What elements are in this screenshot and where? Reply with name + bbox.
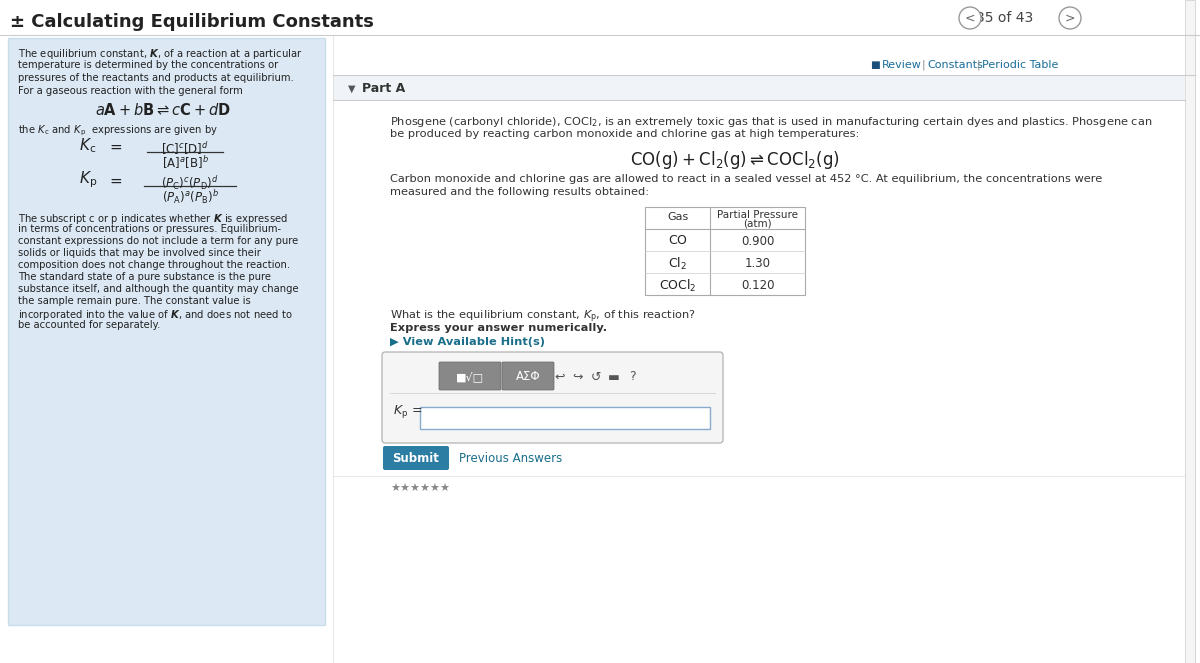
- Text: ?: ?: [629, 371, 635, 383]
- FancyBboxPatch shape: [382, 352, 722, 443]
- Text: |: |: [922, 60, 925, 70]
- Text: solids or liquids that may be involved since their: solids or liquids that may be involved s…: [18, 248, 260, 258]
- Text: constant expressions do not include a term for any pure: constant expressions do not include a te…: [18, 236, 299, 246]
- Text: ↪: ↪: [572, 371, 583, 383]
- Text: Phosgene (carbonyl chloride), $\mathrm{COCl_2}$, is an extremely toxic gas that : Phosgene (carbonyl chloride), $\mathrm{C…: [390, 115, 1152, 129]
- Circle shape: [959, 7, 982, 29]
- Bar: [1186, 0, 1195, 663]
- Text: What is the equilibrium constant, $K_{\mathrm{p}}$, of this reaction?: What is the equilibrium constant, $K_{\m…: [390, 309, 696, 326]
- Text: $a\mathbf{A} + b\mathbf{B} \rightleftharpoons c\mathbf{C} + d\mathbf{D}$: $a\mathbf{A} + b\mathbf{B} \rightlefthar…: [95, 102, 232, 118]
- Text: The standard state of a pure substance is the pure: The standard state of a pure substance i…: [18, 272, 271, 282]
- Text: 1.30: 1.30: [744, 257, 770, 270]
- Text: the sample remain pure. The constant value is: the sample remain pure. The constant val…: [18, 296, 251, 306]
- Text: Express your answer numerically.: Express your answer numerically.: [390, 323, 607, 333]
- Text: Submit: Submit: [392, 453, 439, 465]
- Text: ↩: ↩: [554, 371, 565, 383]
- Text: 0.120: 0.120: [740, 279, 774, 292]
- Text: pressures of the reactants and products at equilibrium.: pressures of the reactants and products …: [18, 73, 294, 83]
- Text: |: |: [977, 60, 980, 70]
- Text: $\mathit{K}_\mathrm{c}$: $\mathit{K}_\mathrm{c}$: [79, 137, 97, 155]
- Text: 35 of 43: 35 of 43: [977, 11, 1033, 25]
- Text: $[\mathrm{C}]^c[\mathrm{D}]^d$: $[\mathrm{C}]^c[\mathrm{D}]^d$: [161, 140, 209, 157]
- FancyBboxPatch shape: [502, 362, 554, 390]
- Text: the $\mathit{K}_\mathrm{c}$ and $\mathit{K}_\mathrm{p}$  expressions are given b: the $\mathit{K}_\mathrm{c}$ and $\mathit…: [18, 124, 218, 139]
- Text: substance itself, and although the quantity may change: substance itself, and although the quant…: [18, 284, 299, 294]
- Text: 0.900: 0.900: [740, 235, 774, 248]
- Text: composition does not change throughout the reaction.: composition does not change throughout t…: [18, 260, 290, 270]
- Bar: [334, 75, 1186, 100]
- Text: (atm): (atm): [743, 219, 772, 229]
- Bar: [420, 407, 710, 429]
- Circle shape: [1060, 7, 1081, 29]
- Text: $(P_\mathrm{C})^c(P_\mathrm{D})^d$: $(P_\mathrm{C})^c(P_\mathrm{D})^d$: [161, 174, 218, 192]
- Text: $(P_\mathrm{A})^a(P_\mathrm{B})^b$: $(P_\mathrm{A})^a(P_\mathrm{B})^b$: [162, 188, 218, 206]
- Text: $\mathit{K}_\mathrm{p}$: $\mathit{K}_\mathrm{p}$: [79, 170, 97, 190]
- Bar: [646, 207, 805, 295]
- Text: be accounted for separately.: be accounted for separately.: [18, 320, 161, 330]
- Text: $\mathrm{COCl_2}$: $\mathrm{COCl_2}$: [659, 278, 696, 294]
- Text: $[\mathrm{A}]^a[\mathrm{B}]^b$: $[\mathrm{A}]^a[\mathrm{B}]^b$: [162, 154, 209, 171]
- Text: $=$: $=$: [107, 172, 124, 188]
- FancyBboxPatch shape: [383, 446, 449, 470]
- Text: >: >: [1064, 11, 1075, 25]
- FancyBboxPatch shape: [439, 362, 502, 390]
- Text: in terms of concentrations or pressures. Equilibrium-: in terms of concentrations or pressures.…: [18, 224, 281, 234]
- Text: $\mathrm{CO(g) + Cl_2(g) \rightleftharpoons COCl_2(g)}$: $\mathrm{CO(g) + Cl_2(g) \rightleftharpo…: [630, 149, 840, 171]
- Text: For a gaseous reaction with the general form: For a gaseous reaction with the general …: [18, 86, 242, 96]
- Text: $=$: $=$: [107, 139, 124, 154]
- Text: $\mathrm{Cl_2}$: $\mathrm{Cl_2}$: [668, 256, 686, 272]
- Text: Constants: Constants: [928, 60, 983, 70]
- Text: ■√□: ■√□: [456, 372, 484, 383]
- Text: The subscript c or p indicates whether $\boldsymbol{K}$ is expressed: The subscript c or p indicates whether $…: [18, 212, 288, 226]
- Text: Partial Pressure: Partial Pressure: [718, 210, 798, 220]
- Text: ± Calculating Equilibrium Constants: ± Calculating Equilibrium Constants: [10, 13, 374, 31]
- Text: Previous Answers: Previous Answers: [458, 453, 563, 465]
- Text: Carbon monoxide and chlorine gas are allowed to react in a sealed vessel at 452 : Carbon monoxide and chlorine gas are all…: [390, 174, 1103, 184]
- Text: Gas: Gas: [667, 212, 688, 222]
- Bar: [334, 35, 1195, 663]
- Text: Part A: Part A: [362, 82, 406, 95]
- Text: The equilibrium constant, $\boldsymbol{K}$, of a reaction at a particular: The equilibrium constant, $\boldsymbol{K…: [18, 47, 302, 61]
- Text: temperature is determined by the concentrations or: temperature is determined by the concent…: [18, 60, 278, 70]
- Text: Review: Review: [882, 60, 922, 70]
- Text: ▶ View Available Hint(s): ▶ View Available Hint(s): [390, 337, 545, 347]
- Text: be produced by reacting carbon monoxide and chlorine gas at high temperatures:: be produced by reacting carbon monoxide …: [390, 129, 859, 139]
- Text: ▼: ▼: [348, 84, 355, 94]
- Text: $K_\mathrm{p}$ =: $K_\mathrm{p}$ =: [394, 404, 422, 420]
- Bar: [8, 38, 325, 625]
- Text: ▬: ▬: [608, 371, 620, 383]
- Text: ■: ■: [870, 60, 880, 70]
- Text: $\mathrm{CO}$: $\mathrm{CO}$: [667, 234, 688, 247]
- Text: ★★★★★★: ★★★★★★: [390, 484, 450, 494]
- Text: ΑΣΦ: ΑΣΦ: [516, 371, 540, 383]
- Text: ↺: ↺: [590, 371, 601, 383]
- Text: Periodic Table: Periodic Table: [982, 60, 1058, 70]
- Text: measured and the following results obtained:: measured and the following results obtai…: [390, 187, 649, 197]
- Text: <: <: [965, 11, 976, 25]
- Text: incorporated into the value of $\boldsymbol{K}$, and does not need to: incorporated into the value of $\boldsym…: [18, 308, 293, 322]
